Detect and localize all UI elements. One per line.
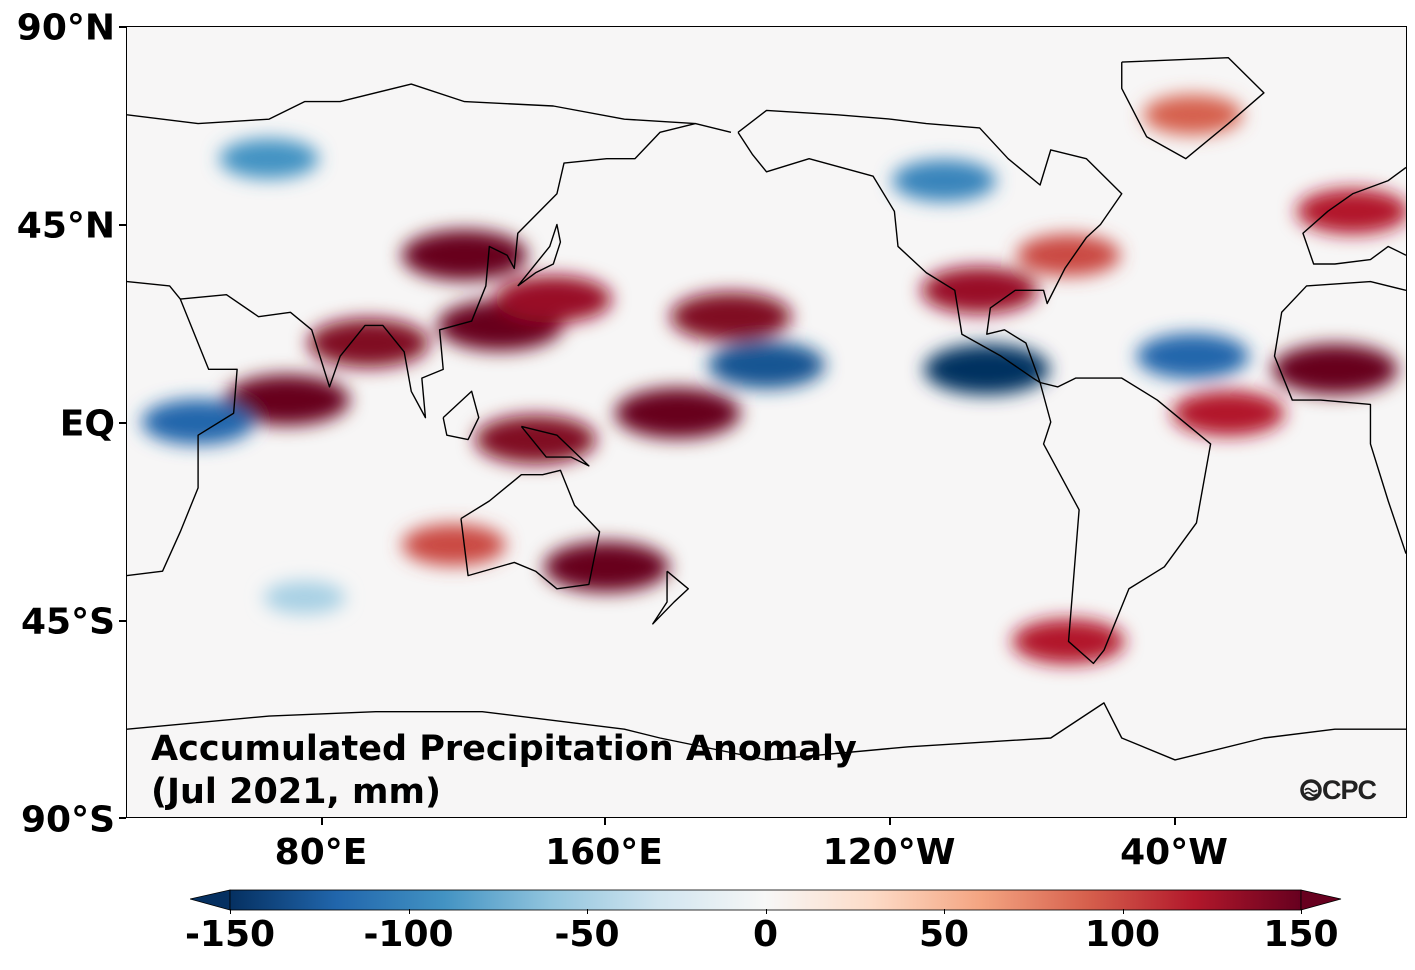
colorbar-body — [230, 890, 1301, 910]
colorbar-tick-label: -150 — [185, 914, 275, 955]
anomaly-region — [402, 230, 528, 281]
anomaly-region — [475, 415, 596, 464]
coastline — [443, 391, 479, 439]
lon-tick — [604, 818, 606, 825]
cpc-wave-globe-icon — [1300, 778, 1322, 802]
anomaly-region — [544, 541, 670, 592]
lat-tick — [119, 224, 126, 226]
lat-label-90n: 90°N — [17, 8, 115, 49]
anomaly-region — [1017, 234, 1121, 276]
map-title-line1: Accumulated Precipitation Anomaly — [151, 728, 857, 771]
anomaly-map — [127, 27, 1406, 817]
colorbar-tick-label: -100 — [363, 914, 453, 955]
lat-label-90s: 90°S — [21, 800, 115, 841]
lat-tick — [119, 422, 126, 424]
coastline — [127, 84, 731, 132]
lat-tick — [119, 620, 126, 622]
cpc-logo-text: CPC — [1322, 775, 1376, 805]
anomaly-region — [219, 139, 318, 179]
anomaly-region — [1272, 344, 1398, 395]
anomaly-region — [264, 581, 346, 614]
map-title: Accumulated Precipitation Anomaly (Jul 2… — [151, 728, 857, 814]
lat-tick — [119, 26, 126, 28]
lat-tick — [119, 817, 126, 819]
anomaly-region — [1172, 390, 1285, 435]
cpc-logo: CPC — [1300, 775, 1376, 806]
map-title-line2: (Jul 2021, mm) — [151, 771, 857, 814]
map-frame — [126, 26, 1407, 818]
colorbar-tick-label: 50 — [919, 914, 969, 955]
colorbar-extend-min — [190, 890, 230, 910]
lat-label-eq: EQ — [60, 404, 115, 445]
colorbar-extend-max — [1301, 890, 1341, 910]
lon-label-40w: 40°W — [1120, 832, 1228, 873]
lon-tick — [321, 818, 323, 825]
coastline — [1275, 282, 1406, 554]
colorbar-tick-label: 150 — [1263, 914, 1338, 955]
lat-label-45s: 45°S — [21, 602, 115, 643]
anomaly-region — [892, 160, 996, 202]
anomaly-region — [708, 341, 825, 388]
lon-label-80e: 80°E — [275, 832, 368, 873]
anomaly-region — [495, 275, 612, 322]
colorbar-tick-label: 100 — [1085, 914, 1160, 955]
colorbar-tick-label: -50 — [554, 914, 619, 955]
lon-label-120w: 120°W — [823, 832, 956, 873]
lon-tick — [1174, 818, 1176, 825]
anomaly-region — [402, 524, 506, 566]
anomaly-region — [1143, 95, 1242, 135]
anomaly-region — [1137, 333, 1250, 378]
anomaly-region — [670, 292, 791, 341]
anomaly-region — [615, 388, 741, 439]
lat-label-45n: 45°N — [17, 206, 115, 247]
colorbar-tick-label: 0 — [753, 914, 778, 955]
lon-label-160e: 160°E — [545, 832, 663, 873]
anomaly-region — [924, 344, 1050, 395]
lon-tick — [889, 818, 891, 825]
